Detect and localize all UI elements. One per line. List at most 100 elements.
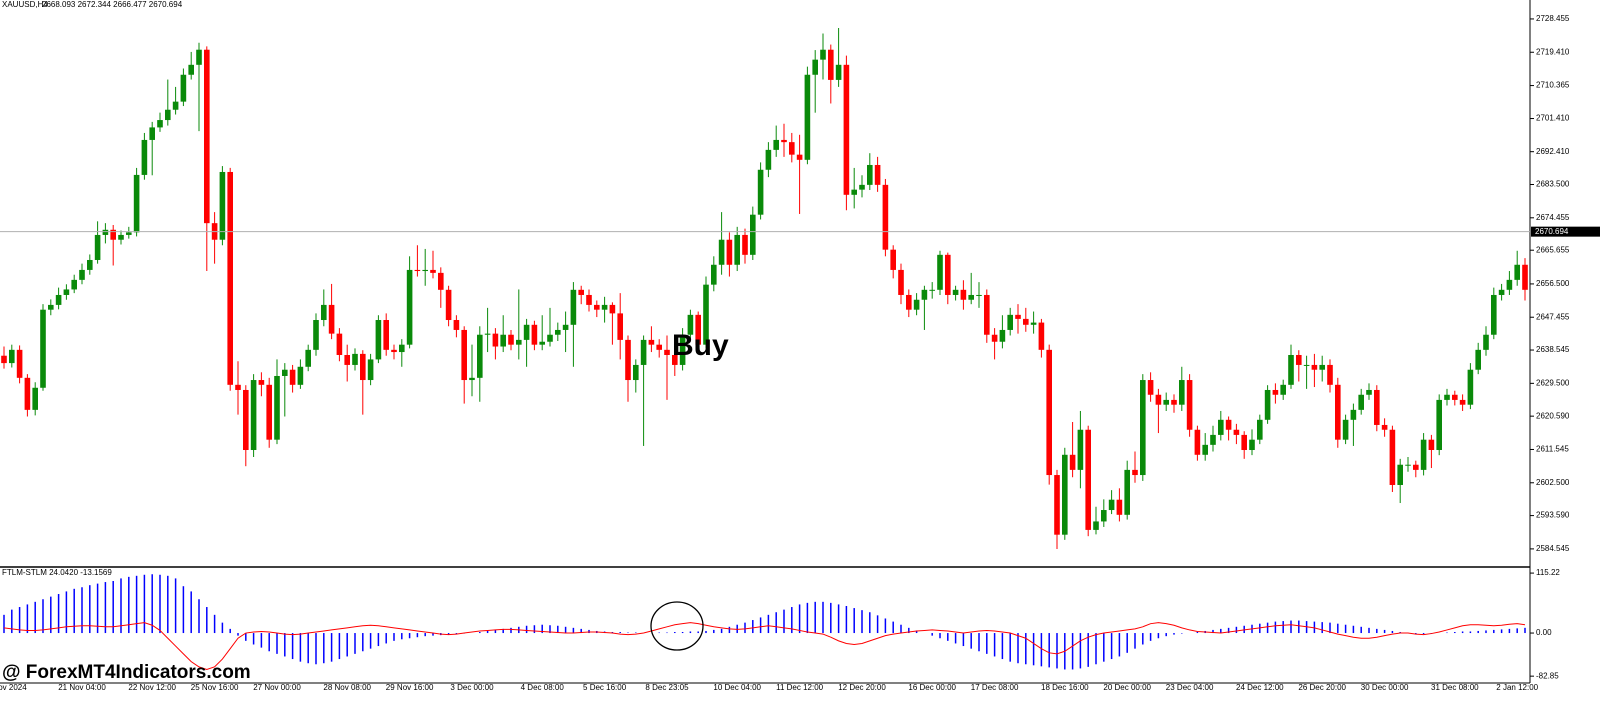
- candle-body: [9, 349, 15, 364]
- candle-body: [1436, 399, 1442, 451]
- x-tick-label: 8 Dec 23:05: [645, 683, 689, 692]
- candle-body: [1249, 439, 1255, 451]
- candle-body: [1491, 294, 1497, 335]
- candle-body: [1264, 389, 1271, 420]
- x-tick-label: 16 Dec 00:00: [908, 683, 956, 692]
- watermark: @ ForexMT4Indicators.com: [2, 662, 251, 683]
- candle-body: [765, 149, 772, 170]
- candle-body: [1381, 424, 1388, 430]
- candle-body: [625, 339, 631, 381]
- x-tick-label: 27 Nov 00:00: [253, 683, 301, 692]
- candle-body: [929, 289, 935, 291]
- candle-body: [999, 329, 1006, 342]
- candle-body: [843, 64, 850, 195]
- candle-body: [266, 384, 272, 440]
- x-tick-label: 22 Nov 12:00: [128, 683, 176, 692]
- candle-body: [984, 294, 990, 335]
- x-tick-label: 10 Dec 04:00: [713, 683, 761, 692]
- candle-body: [149, 127, 155, 140]
- candle-body: [664, 349, 670, 355]
- candle-body: [906, 294, 912, 310]
- candle-body: [687, 314, 694, 335]
- y-tick-label: -82.85: [1536, 671, 1559, 680]
- candle-body: [586, 294, 592, 305]
- candle-body: [484, 333, 491, 335]
- candle-body: [422, 269, 428, 272]
- buy-annotation: Buy: [672, 329, 729, 362]
- candle-body: [227, 171, 233, 385]
- x-tick-label: 3 Dec 00:00: [450, 683, 494, 692]
- candle-body: [508, 334, 514, 345]
- candle-body: [1030, 322, 1037, 325]
- candle-body: [757, 169, 764, 215]
- candle-body: [1327, 364, 1333, 385]
- candle-body: [165, 109, 171, 121]
- candle-body: [1296, 354, 1302, 365]
- candle-body: [188, 64, 194, 75]
- x-tick-label: 20 Dec 00:00: [1103, 683, 1151, 692]
- candle-body: [1062, 454, 1068, 535]
- y-tick-label: 2602.500: [1536, 478, 1570, 487]
- candle-body: [204, 49, 210, 224]
- x-tick-label: 25 Nov 16:00: [191, 683, 239, 692]
- candle-body: [102, 229, 109, 235]
- last-price-label: 2670.694: [1535, 227, 1569, 236]
- candle-body: [1475, 349, 1481, 370]
- x-tick-label: 4 Dec 08:00: [521, 683, 565, 692]
- candle-body: [55, 294, 62, 305]
- candle-body: [297, 366, 304, 385]
- candle-body: [882, 184, 889, 250]
- candle-body: [742, 234, 748, 255]
- candle-body: [656, 344, 662, 350]
- candle-body: [1101, 510, 1107, 522]
- candle-body: [945, 254, 951, 295]
- candle-body: [1506, 279, 1513, 290]
- candle-body: [1319, 364, 1325, 370]
- candle-body: [500, 334, 506, 347]
- x-tick-label: 11 Dec 12:00: [776, 683, 824, 692]
- indicator-title: FTLM-STLM 24.0420 -13.1569: [2, 568, 112, 577]
- candle-body: [1218, 419, 1224, 435]
- candle-body: [1194, 429, 1201, 455]
- candle-body: [126, 232, 132, 235]
- candle-body: [516, 339, 522, 345]
- candle-body: [812, 59, 818, 75]
- candle-body: [79, 269, 85, 280]
- candle-body: [718, 239, 725, 265]
- candle-body: [570, 289, 577, 325]
- y-tick-label: 2719.410: [1536, 47, 1570, 56]
- candle-body: [1257, 419, 1263, 440]
- candle-body: [461, 329, 467, 381]
- candle-body: [726, 239, 733, 265]
- candle-body: [430, 269, 436, 273]
- candle-body: [789, 142, 795, 155]
- y-tick-label: 2674.455: [1536, 213, 1570, 222]
- candle-body: [968, 294, 974, 300]
- candle-body: [679, 334, 686, 365]
- candle-body: [1467, 369, 1474, 405]
- candle-body: [859, 184, 865, 190]
- candle-body: [781, 139, 787, 143]
- candle-body: [32, 387, 38, 410]
- x-tick-label: 31 Dec 08:00: [1431, 683, 1479, 692]
- candle-body: [1124, 469, 1130, 515]
- candle-body: [1077, 429, 1084, 470]
- y-tick-label: 2665.655: [1536, 245, 1570, 254]
- candle-body: [711, 264, 717, 285]
- candle-body: [1389, 429, 1396, 485]
- y-tick-label: 2683.500: [1536, 180, 1570, 189]
- x-tick-label: 2 Jan 12:00: [1496, 683, 1538, 692]
- y-tick-label: 2611.545: [1536, 445, 1569, 454]
- candle-body: [414, 269, 421, 272]
- candle-body: [87, 259, 93, 270]
- candle-body: [1085, 429, 1091, 530]
- candle-body: [851, 189, 857, 195]
- candle-body: [1, 355, 7, 364]
- candle-body: [695, 314, 701, 345]
- candle-body: [523, 324, 530, 340]
- x-tick-label: 28 Nov 08:00: [323, 683, 371, 692]
- candle-body: [976, 294, 982, 296]
- candle-body: [1069, 454, 1076, 470]
- candle-body: [1210, 434, 1216, 445]
